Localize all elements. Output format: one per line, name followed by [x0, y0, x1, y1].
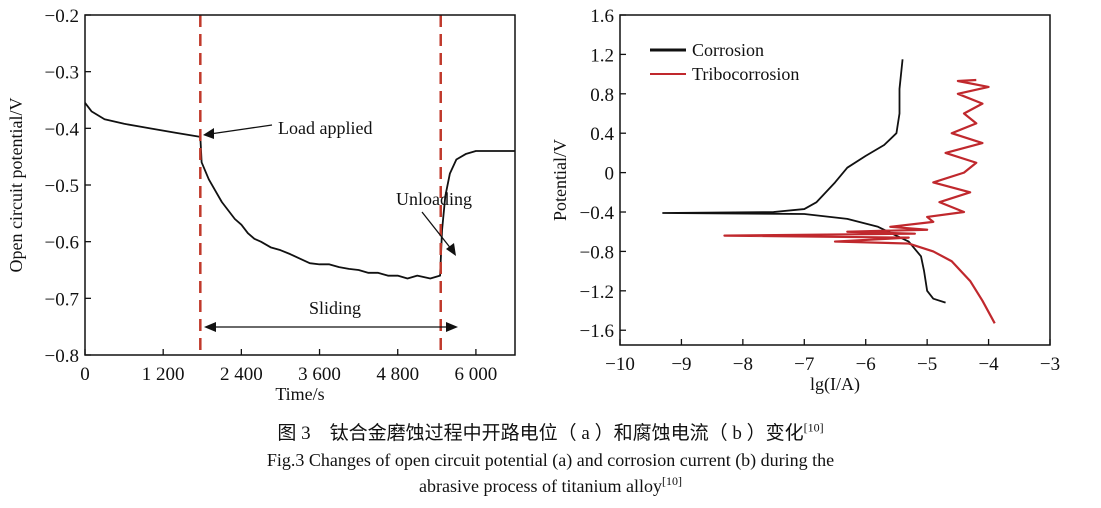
x-tick-label: 3 600	[298, 364, 341, 385]
y-axis-label: Open circuit potential/V	[6, 98, 26, 273]
y-tick-label: 0	[605, 164, 615, 185]
y-tick-label: −0.8	[45, 346, 79, 367]
caption-ref: [10]	[803, 420, 824, 435]
annotation-sliding: Sliding	[309, 298, 361, 318]
caption-zh-text: 图 3 钛合金磨蚀过程中开路电位（ a ）和腐蚀电流（ b ）变化	[277, 423, 804, 444]
y-tick-label: −0.4	[45, 119, 80, 140]
chart-b: −10 −9 −8 −7 −6 −5 −4 −3 1.6 1.2 0.8 0.4 0 −0.4 −0.8 −1…	[550, 6, 1060, 395]
y-tick-label: −0.8	[580, 242, 614, 263]
x-axis-label: Time/s	[275, 384, 324, 404]
series-line-tribocorrosion	[723, 78, 996, 324]
annotation-load-applied: Load applied	[278, 118, 372, 138]
x-tick-label: −5	[917, 354, 937, 375]
arrowhead-icon	[203, 128, 214, 139]
y-tick-label: −1.6	[580, 321, 614, 342]
caption-ref2: [10]	[661, 474, 682, 488]
x-axis-label: lg(I/A)	[810, 374, 860, 395]
x-tick-label: −9	[671, 354, 691, 375]
y-tick-label: 0.4	[590, 124, 614, 145]
x-tick-label: −10	[605, 354, 635, 375]
x-tick-label: −3	[1040, 354, 1060, 375]
y-tick-label: −0.6	[45, 233, 79, 254]
figure: 0 1 200 2 400 3 600 4 800 6 000 −0.2 −0.3 −0.4 −0…	[6, 6, 1060, 404]
y-tick-label: 1.2	[590, 45, 614, 66]
x-tick-label: 1 200	[142, 364, 185, 385]
caption-en-line2: abrasive process of titanium alloy[10]	[0, 474, 1101, 497]
chart-a: 0 1 200 2 400 3 600 4 800 6 000 −0.2 −0.3 −0.4 −0…	[6, 6, 516, 404]
annotation-unloading: Unloading	[396, 189, 472, 209]
x-tick-label: 2 400	[220, 364, 263, 385]
plot-frame	[84, 14, 516, 356]
legend-label: Corrosion	[692, 40, 764, 60]
y-tick-label: 0.8	[590, 85, 614, 106]
y-tick-label: −0.5	[45, 176, 79, 197]
arrowhead-icon	[204, 322, 216, 332]
caption-en2-text: abrasive process of titanium alloy	[419, 476, 662, 496]
arrowhead-icon	[446, 322, 458, 332]
caption-en-line1: Fig.3 Changes of open circuit potential …	[266, 450, 835, 470]
y-tick-label: −0.4	[580, 203, 615, 224]
arrow-unloading	[421, 211, 453, 251]
x-tick-label: −8	[733, 354, 753, 375]
y-axis-label: Potential/V	[550, 139, 570, 221]
x-tick-label: 6 000	[455, 364, 498, 385]
arrow-load	[209, 124, 273, 135]
legend-label: Tribocorrosion	[692, 64, 799, 84]
x-tick-label: 0	[80, 364, 90, 385]
y-tick-label: −0.3	[45, 63, 79, 84]
x-tick-label: 4 800	[376, 364, 419, 385]
y-tick-label: −0.2	[45, 6, 79, 27]
y-tick-label: 1.6	[590, 6, 614, 27]
plot-frame	[619, 14, 1051, 346]
arrowhead-icon	[446, 243, 456, 256]
x-tick-label: −4	[978, 354, 999, 375]
x-tick-label: −7	[794, 354, 814, 375]
y-tick-label: −0.7	[45, 289, 79, 310]
y-tick-label: −1.2	[580, 282, 614, 303]
caption-zh: 图 3 钛合金磨蚀过程中开路电位（ a ）和腐蚀电流（ b ）变化[10]	[0, 418, 1101, 445]
series-line-corrosion	[662, 59, 946, 304]
x-tick-label: −6	[856, 354, 876, 375]
